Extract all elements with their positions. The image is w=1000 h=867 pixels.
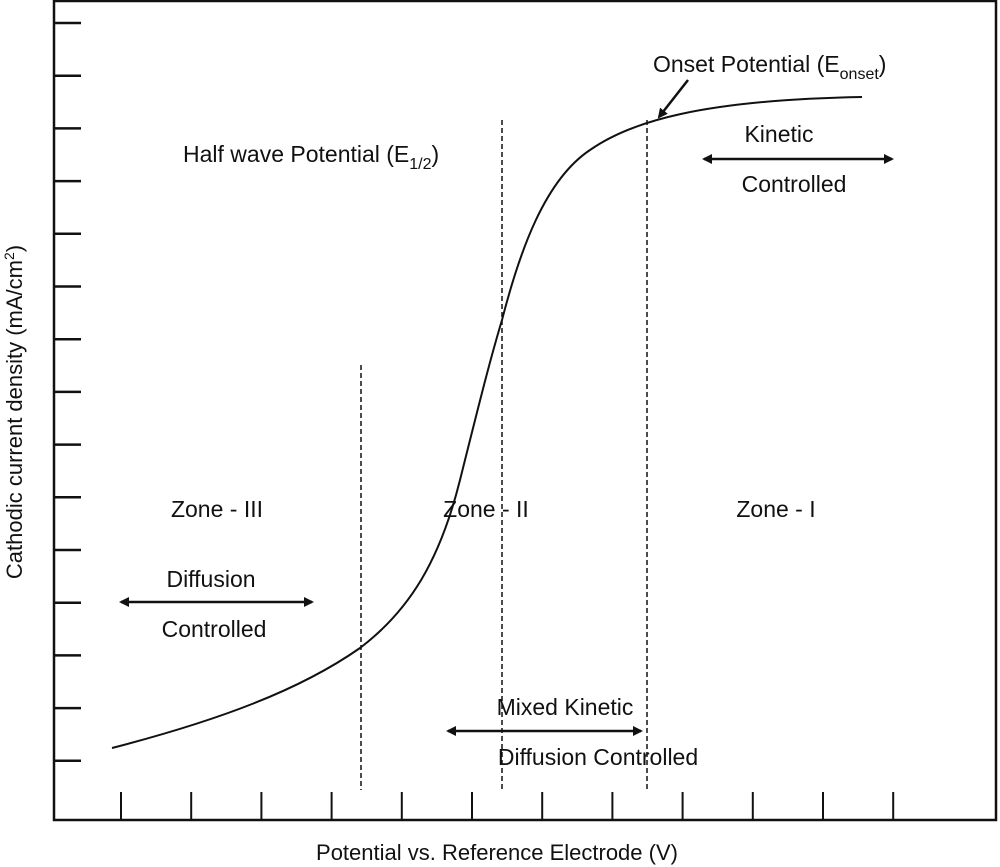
polarization-curve bbox=[111, 96, 863, 749]
onset-pointer-arrow bbox=[657, 79, 689, 119]
y-axis-label: Cathodic current density (mA/cm2) bbox=[1, 245, 27, 579]
zone-1-label: Zone - I bbox=[736, 496, 815, 522]
plot-frame bbox=[52, 0, 998, 822]
mixed-kinetic-label: Mixed Kinetic bbox=[497, 694, 634, 720]
onset-label: Onset Potential (Eonset) bbox=[653, 51, 886, 83]
kinetic-label: Kinetic bbox=[744, 121, 813, 147]
half-wave-label: Half wave Potential (E1/2) bbox=[183, 141, 439, 173]
x-ticks bbox=[120, 792, 895, 820]
diffusion-controlled-label: Controlled bbox=[162, 616, 267, 642]
kinetic-controlled-label: Controlled bbox=[742, 171, 847, 197]
x-axis-label: Potential vs. Reference Electrode (V) bbox=[316, 840, 678, 865]
diffusion-label: Diffusion bbox=[166, 566, 255, 592]
zone-2-label: Zone - II bbox=[443, 496, 529, 522]
zone-3-label: Zone - III bbox=[171, 496, 263, 522]
mixed-diffusion-controlled-label: Diffusion Controlled bbox=[498, 744, 698, 770]
y-ticks bbox=[54, 21, 81, 763]
